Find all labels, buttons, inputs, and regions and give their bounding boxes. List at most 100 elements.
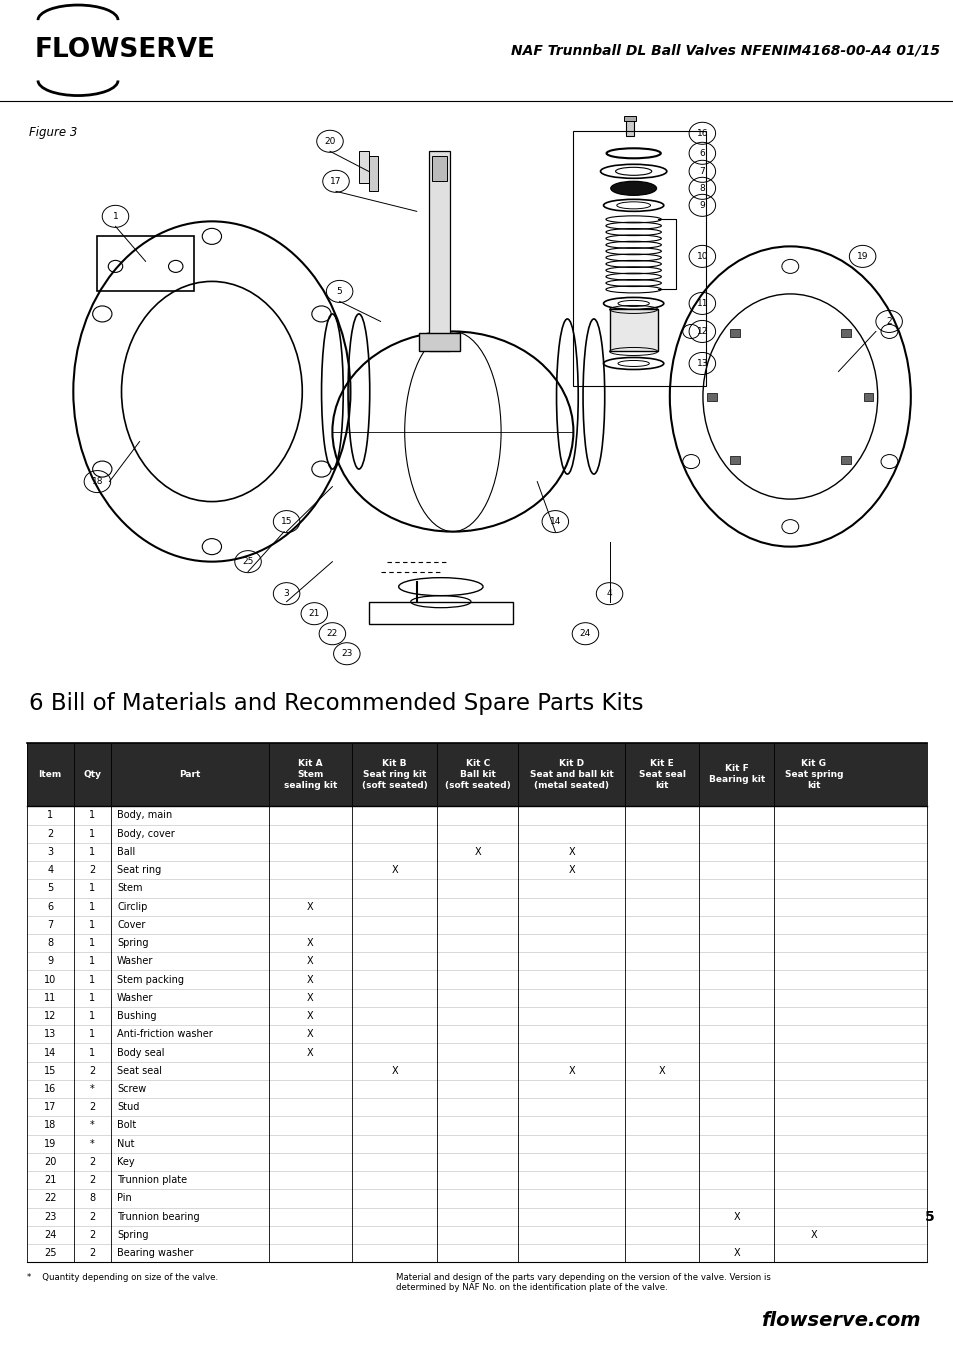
Text: 22: 22 <box>327 629 337 639</box>
Text: Material and design of the parts vary depending on the version of the valve. Ver: Material and design of the parts vary de… <box>395 1273 770 1292</box>
Text: Figure 3: Figure 3 <box>29 127 77 139</box>
Text: 19: 19 <box>856 252 867 261</box>
Text: 9: 9 <box>47 956 53 967</box>
Text: X: X <box>568 865 575 875</box>
Text: Cover: Cover <box>117 919 145 930</box>
Bar <box>27 1025 926 1044</box>
Text: 25: 25 <box>44 1249 56 1258</box>
Text: *: * <box>90 1138 94 1149</box>
Text: Kit D
Seat and ball kit
(metal seated): Kit D Seat and ball kit (metal seated) <box>529 759 613 790</box>
Text: FLOWSERVE: FLOWSERVE <box>35 38 215 63</box>
Text: 8: 8 <box>90 1193 95 1203</box>
Bar <box>729 329 739 336</box>
Text: 10: 10 <box>696 252 707 261</box>
Text: Stud: Stud <box>117 1102 139 1112</box>
Text: Kit B
Seat ring kit
(soft seated): Kit B Seat ring kit (soft seated) <box>361 759 427 790</box>
Text: X: X <box>307 938 314 948</box>
Text: 21: 21 <box>309 609 319 618</box>
Text: 2: 2 <box>90 1176 95 1185</box>
Text: Kit E
Seat seal
kit: Kit E Seat seal kit <box>638 759 685 790</box>
Bar <box>27 806 926 825</box>
Text: 24: 24 <box>44 1230 56 1239</box>
Bar <box>862 393 873 401</box>
Bar <box>840 456 850 464</box>
Text: 1: 1 <box>90 975 95 984</box>
Text: 15: 15 <box>280 517 292 526</box>
Text: Seat ring: Seat ring <box>117 865 161 875</box>
Bar <box>27 1153 926 1170</box>
Text: 25: 25 <box>242 558 253 566</box>
Text: 1: 1 <box>90 1048 95 1057</box>
Text: 9: 9 <box>699 201 704 209</box>
Text: 1: 1 <box>47 810 53 821</box>
Text: 8: 8 <box>47 938 53 948</box>
Text: Bolt: Bolt <box>117 1120 136 1130</box>
Text: 1: 1 <box>90 902 95 911</box>
Text: 13: 13 <box>696 359 707 369</box>
Text: Screw: Screw <box>117 1084 146 1094</box>
Text: Item: Item <box>38 769 62 779</box>
Text: Circlip: Circlip <box>117 902 148 911</box>
Bar <box>27 971 926 988</box>
Text: 1: 1 <box>90 829 95 838</box>
Text: X: X <box>307 1011 314 1021</box>
Bar <box>27 1061 926 1080</box>
Text: 1: 1 <box>90 1029 95 1040</box>
Bar <box>27 1189 926 1207</box>
Text: 5: 5 <box>47 883 53 894</box>
Text: X: X <box>307 1048 314 1057</box>
Text: NAF Trunnball DL Ball Valves NFENIM4168-00-A4 01/15: NAF Trunnball DL Ball Valves NFENIM4168-… <box>511 43 939 57</box>
Text: 11: 11 <box>44 992 56 1003</box>
Bar <box>27 1044 926 1061</box>
Text: Kit A
Stem
sealing kit: Kit A Stem sealing kit <box>283 759 336 790</box>
Bar <box>27 879 926 898</box>
Bar <box>27 934 926 952</box>
Text: X: X <box>474 846 480 857</box>
Text: 19: 19 <box>44 1138 56 1149</box>
Text: X: X <box>307 1029 314 1040</box>
Bar <box>27 952 926 971</box>
Text: X: X <box>307 956 314 967</box>
Bar <box>27 898 926 915</box>
Text: Qty: Qty <box>83 769 101 779</box>
Text: Body seal: Body seal <box>117 1048 165 1057</box>
Text: 16: 16 <box>696 128 707 138</box>
Text: 16: 16 <box>44 1084 56 1094</box>
Text: 11: 11 <box>696 298 707 308</box>
Text: 23: 23 <box>341 649 353 659</box>
Text: 6: 6 <box>699 148 704 158</box>
Text: Stem: Stem <box>117 883 142 894</box>
Bar <box>368 157 377 192</box>
Text: 2: 2 <box>90 1102 95 1112</box>
Text: X: X <box>568 846 575 857</box>
Bar <box>609 309 657 351</box>
Text: Body, main: Body, main <box>117 810 172 821</box>
Text: 1: 1 <box>90 938 95 948</box>
Text: 10: 10 <box>44 975 56 984</box>
Bar <box>432 157 446 181</box>
Text: 14: 14 <box>44 1048 56 1057</box>
Text: X: X <box>307 975 314 984</box>
Bar <box>626 119 633 136</box>
Bar <box>27 1226 926 1243</box>
Text: X: X <box>733 1249 740 1258</box>
Text: 13: 13 <box>44 1029 56 1040</box>
Text: 17: 17 <box>44 1102 56 1112</box>
Text: 8: 8 <box>699 184 704 193</box>
Text: X: X <box>733 1212 740 1222</box>
Text: X: X <box>307 992 314 1003</box>
Bar <box>27 1134 926 1153</box>
Text: X: X <box>391 1065 397 1076</box>
Text: 2: 2 <box>90 1249 95 1258</box>
Text: 3: 3 <box>283 589 289 598</box>
Bar <box>27 743 926 806</box>
Text: 23: 23 <box>44 1212 56 1222</box>
Text: Kit G
Seat spring
kit: Kit G Seat spring kit <box>783 759 842 790</box>
Text: 4: 4 <box>606 589 612 598</box>
Text: Key: Key <box>117 1157 134 1166</box>
Bar <box>27 1080 926 1098</box>
Bar <box>368 602 513 624</box>
Text: Ball: Ball <box>117 846 135 857</box>
Text: 3: 3 <box>47 846 53 857</box>
Text: Trunnion plate: Trunnion plate <box>117 1176 187 1185</box>
